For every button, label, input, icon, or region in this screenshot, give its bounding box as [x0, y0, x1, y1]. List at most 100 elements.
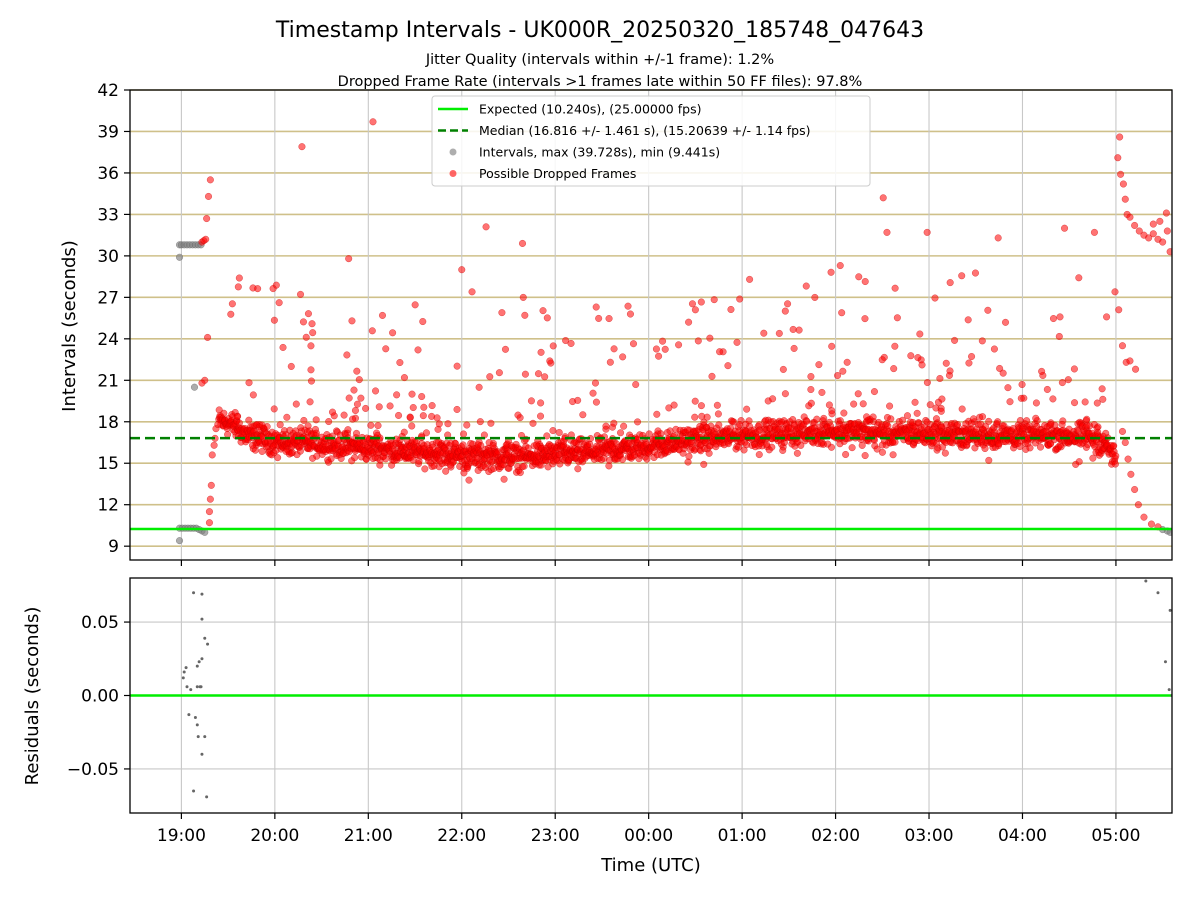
y-tick-label: 33 — [97, 205, 119, 225]
dropped-frame-point — [203, 215, 211, 223]
dropped-frame-point — [911, 398, 919, 406]
dropped-frame-point — [312, 416, 320, 424]
residual-point — [1144, 579, 1148, 583]
dropped-frame-point — [367, 421, 375, 429]
dropped-frame-point — [655, 352, 663, 360]
dropped-frame-point — [210, 441, 218, 449]
dropped-frame-point — [537, 461, 545, 469]
dropped-frame-point — [468, 288, 476, 296]
dropped-frame-point — [349, 415, 357, 423]
dropped-frame-point — [1126, 357, 1134, 365]
dropped-frame-point — [685, 318, 693, 326]
dropped-frame-point — [248, 441, 256, 449]
dropped-frame-point — [1114, 154, 1122, 162]
dropped-frame-point — [878, 356, 886, 364]
dropped-frame-point — [779, 446, 787, 455]
dropped-frame-point — [567, 339, 575, 348]
residual-point — [1167, 688, 1171, 692]
dropped-frame-point — [474, 441, 482, 449]
dropped-frame-point — [803, 417, 811, 425]
dropped-frame-point — [938, 395, 946, 403]
dropped-frame-point — [516, 469, 524, 477]
dropped-frame-point — [204, 192, 213, 200]
dropped-frame-point — [368, 327, 376, 335]
dropped-frame-point — [820, 414, 828, 422]
dropped-frame-point — [355, 376, 363, 384]
dropped-frame-point — [214, 420, 222, 429]
dropped-frame-point — [610, 419, 618, 427]
dropped-frame-point — [282, 447, 290, 455]
dropped-frame-point — [1124, 455, 1132, 463]
y-axis-label-residuals: Residuals (seconds) — [22, 607, 43, 786]
dropped-frame-point — [728, 417, 737, 425]
dropped-frame-point — [861, 451, 869, 460]
residual-point — [192, 789, 196, 793]
dropped-frame-point — [886, 402, 894, 410]
y-tick-label: 24 — [97, 330, 119, 350]
dropped-frame-point — [923, 228, 931, 236]
residual-point — [200, 752, 204, 756]
dropped-frame-point — [941, 449, 949, 457]
dropped-frame-point — [653, 410, 661, 418]
dropped-frame-point — [292, 400, 300, 408]
dropped-frame-point — [507, 442, 515, 450]
dropped-frame-point — [697, 402, 705, 410]
dropped-frame-point — [1149, 230, 1157, 238]
dropped-frame-point — [327, 455, 335, 463]
dropped-frame-point — [362, 404, 370, 412]
dropped-frame-point — [453, 362, 461, 370]
dropped-frame-point — [419, 412, 427, 420]
dropped-frame-point — [838, 309, 846, 317]
dropped-frame-point — [270, 405, 278, 413]
dropped-frame-point — [691, 397, 699, 405]
x-tick-label: 03:00 — [905, 826, 954, 846]
residual-point — [205, 795, 209, 799]
dropped-frame-point — [789, 325, 797, 334]
dropped-frame-point — [1056, 313, 1064, 321]
dropped-frame-point — [629, 340, 638, 348]
dropped-frame-point — [914, 354, 922, 362]
dropped-frame-point — [1132, 365, 1140, 373]
dropped-frame-point — [697, 298, 705, 306]
dropped-frame-point — [931, 294, 939, 302]
residual-point — [184, 666, 188, 670]
dropped-frame-point — [619, 353, 627, 361]
dropped-frame-point — [708, 372, 716, 380]
dropped-frame-point — [859, 400, 867, 408]
dropped-frame-point — [790, 344, 798, 352]
dropped-frame-point — [958, 272, 966, 280]
dropped-frame-point — [1103, 313, 1111, 321]
dropped-frame-point — [828, 410, 836, 418]
dropped-frame-point — [351, 406, 360, 415]
dropped-frame-point — [307, 342, 315, 350]
residual-point — [203, 735, 207, 739]
dropped-frame-point — [1094, 423, 1102, 431]
dropped-frame-point — [879, 194, 887, 202]
dropped-frame-point — [537, 348, 545, 356]
dropped-frame-point — [932, 415, 941, 423]
dropped-frame-point — [848, 444, 856, 452]
dropped-frame-point — [890, 365, 898, 373]
dropped-frame-point — [498, 309, 506, 317]
dropped-frame-point — [546, 357, 554, 365]
dropped-frame-point — [926, 401, 934, 409]
dropped-frame-point — [869, 413, 877, 421]
dropped-frame-point — [850, 400, 858, 408]
dropped-frame-point — [1134, 501, 1142, 509]
dropped-frame-point — [206, 495, 214, 503]
dropped-frame-point — [1043, 385, 1051, 394]
dropped-frame-point — [618, 455, 627, 464]
dropped-frame-point — [684, 458, 692, 466]
residual-point — [203, 636, 207, 640]
x-tick-label: 05:00 — [1091, 826, 1140, 846]
interval-point — [175, 537, 184, 545]
dropped-frame-point — [274, 454, 282, 462]
dropped-frame-point — [459, 430, 468, 438]
dropped-frame-point — [1006, 398, 1014, 406]
dropped-frame-point — [514, 411, 522, 419]
dropped-frame-point — [1098, 385, 1106, 393]
dropped-frame-point — [1111, 460, 1119, 468]
dropped-frame-point — [1072, 460, 1080, 468]
y-tick-label: 9 — [108, 537, 119, 557]
